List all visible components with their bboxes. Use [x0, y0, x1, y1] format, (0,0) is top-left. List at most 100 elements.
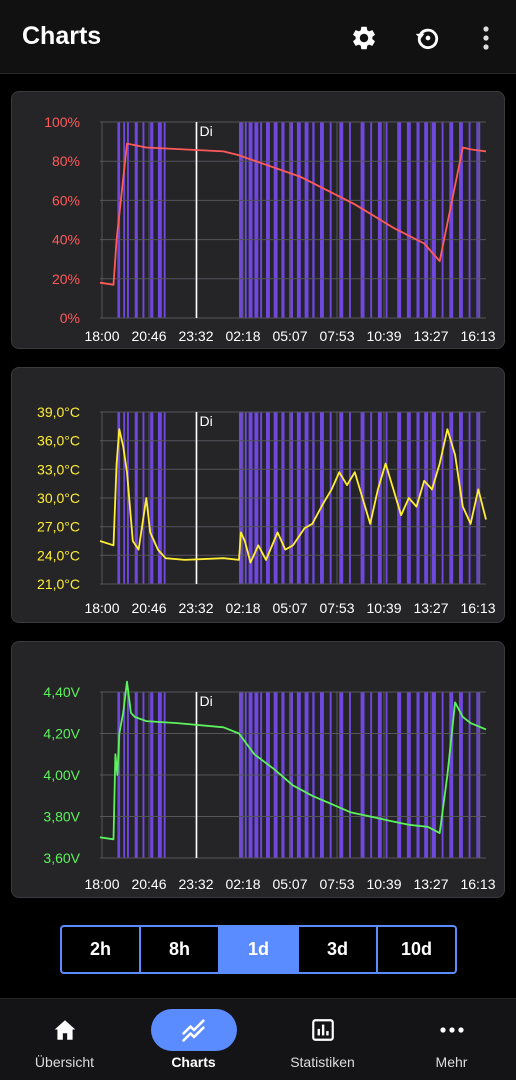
x-tick-label: 16:13: [460, 328, 495, 344]
y-tick-label: 33,0°C: [37, 461, 80, 477]
x-tick-label: 07:53: [319, 876, 354, 892]
charging-band: [244, 122, 247, 318]
y-tick-label: 4,40V: [43, 684, 80, 700]
gear-icon: [353, 26, 375, 50]
soc-chart: 100% 80% 60% 40% 20% 0%18:00 20:46 23:32 02:18 05…: [44, 114, 496, 344]
charging-band: [304, 122, 309, 318]
x-tick-label: 18:00: [84, 876, 119, 892]
nav-statistics-label: Statistiken: [290, 1054, 355, 1070]
charging-band: [163, 122, 166, 318]
charging-band: [281, 122, 285, 318]
charging-band: [360, 122, 365, 318]
y-tick-label: 3,80V: [43, 809, 80, 825]
temperature-chart: 39,0°C 36,0°C 33,0°C 30,0°C 27,0°C 24,0°C 21,0…: [37, 404, 496, 616]
y-tick-label: 20%: [52, 271, 80, 287]
charging-band: [397, 122, 402, 318]
nav-more-pill: [409, 1009, 495, 1051]
x-tick-label: 13:27: [413, 328, 448, 344]
charging-band: [123, 122, 126, 318]
charging-band: [157, 122, 162, 318]
nav-overview-pill: [22, 1009, 108, 1051]
charging-band: [134, 122, 138, 318]
charging-band: [416, 122, 420, 318]
nav-charts-pill: [150, 1009, 237, 1051]
y-tick-label: 80%: [52, 153, 80, 169]
charging-band: [385, 122, 388, 318]
nav-overview[interactable]: Übersicht: [0, 999, 129, 1080]
x-tick-label: 23:32: [178, 600, 213, 616]
range-option-8h[interactable]: 8h: [141, 927, 220, 972]
more-vert-icon: [483, 26, 489, 50]
y-tick-label: 60%: [52, 192, 80, 208]
x-tick-label: 16:13: [460, 600, 495, 616]
chart-card-temperature: 39,0°C 36,0°C 33,0°C 30,0°C 27,0°C 24,0°C 21,0…: [11, 367, 505, 623]
y-tick-label: 0%: [60, 310, 80, 326]
x-tick-label: 07:53: [319, 328, 354, 344]
charging-band: [449, 122, 454, 318]
charging-band: [289, 122, 293, 318]
range-option-10d[interactable]: 10d: [400, 939, 433, 959]
x-tick-label: 02:18: [225, 876, 260, 892]
charging-band: [406, 122, 411, 318]
range-option-2h[interactable]: 2h: [62, 927, 141, 972]
x-tick-label: 18:00: [84, 600, 119, 616]
nav-charts[interactable]: Charts: [129, 999, 258, 1080]
x-tick-label: 02:18: [225, 600, 260, 616]
x-tick-label: 13:27: [413, 876, 448, 892]
range-option-1d[interactable]: 1d: [220, 927, 299, 972]
charging-band: [424, 122, 429, 318]
charging-band: [432, 122, 436, 318]
history-button[interactable]: [408, 18, 448, 58]
x-tick-label: 20:46: [131, 876, 166, 892]
home-icon: [54, 1020, 75, 1040]
overflow-menu-button[interactable]: [466, 18, 506, 58]
restore-icon: [415, 28, 439, 49]
nav-statistics-pill: [280, 1009, 366, 1051]
day-marker-label: Di: [200, 413, 213, 429]
y-tick-label: 27,0°C: [37, 519, 80, 535]
day-marker-label: Di: [200, 693, 213, 709]
charging-band: [150, 122, 154, 318]
y-tick-label: 30,0°C: [37, 490, 80, 506]
charging-band: [266, 122, 270, 318]
series-line: [99, 428, 487, 564]
x-tick-label: 13:27: [413, 600, 448, 616]
chart-icon: [181, 1019, 205, 1042]
charging-band: [127, 122, 129, 318]
x-tick-label: 23:32: [178, 876, 213, 892]
charging-band: [349, 122, 351, 318]
nav-overview-label: Übersicht: [34, 1054, 95, 1070]
x-tick-label: 10:39: [366, 876, 401, 892]
charging-band: [260, 122, 263, 318]
settings-button[interactable]: [344, 18, 384, 58]
range-option-3d[interactable]: 3d: [299, 927, 378, 972]
series-line: [99, 680, 487, 841]
charging-band: [296, 122, 301, 318]
charging-band: [468, 122, 471, 318]
y-tick-label: 39,0°C: [37, 404, 80, 420]
y-tick-label: 4,20V: [43, 726, 80, 742]
y-tick-label: 36,0°C: [37, 433, 80, 449]
y-tick-label: 40%: [52, 232, 80, 248]
x-tick-label: 07:53: [319, 600, 354, 616]
series-line: [99, 142, 487, 286]
stats-icon: [311, 1019, 334, 1041]
time-range-selector: 2h 8h 1d 3d 10d: [60, 925, 457, 974]
charging-band: [142, 122, 145, 318]
y-tick-label: 21,0°C: [37, 576, 80, 592]
nav-statistics[interactable]: Statistiken: [258, 999, 387, 1080]
charging-band: [239, 122, 243, 318]
more-horiz-icon: [439, 1027, 464, 1033]
x-tick-label: 02:18: [225, 328, 260, 344]
charging-band: [339, 122, 344, 318]
x-tick-label: 16:13: [460, 876, 495, 892]
x-tick-label: 20:46: [131, 328, 166, 344]
x-tick-label: 05:07: [272, 876, 307, 892]
charging-band: [320, 122, 324, 318]
charging-band: [273, 122, 278, 318]
y-tick-label: 100%: [44, 114, 80, 130]
charging-band: [329, 122, 332, 318]
bottom-navigation: Übersicht Charts Statistiken: [0, 998, 516, 1080]
nav-charts-label: Charts: [171, 1054, 216, 1070]
nav-more[interactable]: Mehr: [387, 999, 516, 1080]
